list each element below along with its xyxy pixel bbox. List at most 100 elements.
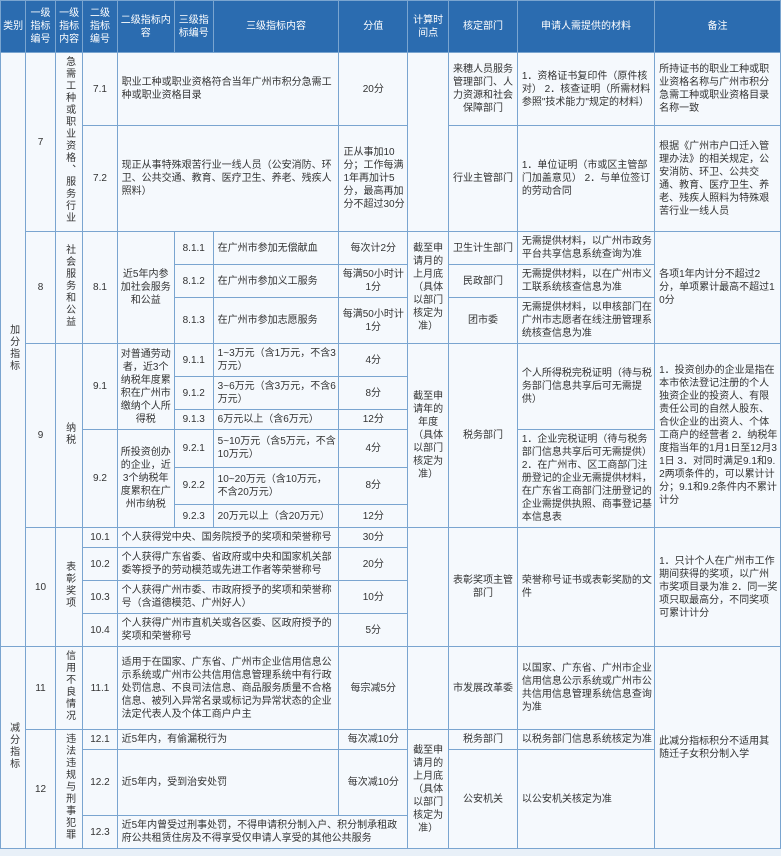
l2n: 10.3: [83, 581, 117, 614]
l1n: 8: [26, 232, 56, 344]
score: 12分: [339, 505, 408, 528]
l3c: 在广州市参加志愿服务: [213, 298, 339, 344]
time-empty: [408, 53, 449, 232]
l3n: 9.1.1: [174, 344, 213, 377]
dept: 行业主管部门: [449, 126, 518, 232]
note: 此减分指标积分不适用其随迁子女积分制入学: [655, 647, 781, 849]
score: 5分: [339, 614, 408, 647]
note: 根据《广州市户口迁入管理办法》的相关规定，公安消防、环卫、公共交通、教育、医疗卫…: [655, 126, 781, 232]
dept: 税务部门: [449, 730, 518, 750]
l2n: 10.2: [83, 548, 117, 581]
note: 各项1年内计分不超过2分，单项累计最高不超过10分: [655, 232, 781, 344]
l3c: 职业工种或职业资格符合当年广州市积分急需工种或职业资格目录: [117, 53, 339, 126]
cat-add: 加分指标: [1, 53, 26, 647]
score: 每次计2分: [339, 232, 408, 265]
note: 所持证书的职业工种或职业资格名称与广州市积分急需工种或职业资格目录名称一致: [655, 53, 781, 126]
score: 每满50小时计1分: [339, 298, 408, 344]
score: 每满50小时计1分: [339, 265, 408, 298]
dept: 民政部门: [449, 265, 518, 298]
l3c: 个人获得广州市委、市政府授予的奖项和荣誉称号（含道德模范、广州好人）: [117, 581, 339, 614]
note: 1．只计个人在广州市工作期间获得的奖项，以广州市奖项目录为准 2．同一奖项只取最…: [655, 528, 781, 647]
l2n: 7.2: [83, 126, 117, 232]
score: 8分: [339, 377, 408, 410]
mat: 无需提供材料，以广州市政务平台共享信息系统查询为准: [517, 232, 654, 265]
l3n: 9.2.1: [174, 430, 213, 468]
score: 10分: [339, 581, 408, 614]
l3c: 近5年内曾受过刑事处罚，不得申请积分制入户、积分制承租政府公共租赁住房及不得享受…: [117, 816, 407, 849]
score: 4分: [339, 344, 408, 377]
mat: 无需提供材料，以申核部门在广州市志愿者在线注册管理系统核查信息为准: [517, 298, 654, 344]
cat-sub: 减分指标: [1, 647, 26, 849]
table-row: 减分指标 11 信用不良情况 11.1 适用于在国家、广东省、广州市企业信用信息…: [1, 647, 781, 730]
time: 截至申请月的上月底（具体以部门核定为准）: [408, 730, 449, 849]
table-row: 10 表彰奖项 10.1 个人获得党中央、国务院授予的奖项和荣誉称号 30分 表…: [1, 528, 781, 548]
l1n: 7: [26, 53, 56, 232]
th-mat: 申请人需提供的材料: [517, 1, 654, 53]
l3n: 8.1.3: [174, 298, 213, 344]
mat: 以公安机关核定为准: [517, 750, 654, 849]
l1c: 社会服务和公益: [55, 232, 82, 344]
dept: 来穗人员服务管理部门、人力资源和社会保障部门: [449, 53, 518, 126]
l1c: 急需工种或职业资格、服务行业: [55, 53, 82, 232]
score: 每次减10分: [339, 750, 408, 816]
th-time: 计算时间点: [408, 1, 449, 53]
score: 正从事加10分；工作每满1年再加计5分，最高再加分不超过30分: [339, 126, 408, 232]
l2n: 12.1: [83, 730, 117, 750]
l2n: 8.1: [83, 232, 117, 344]
header-row: 类别 一级指标编号 一级指标内容 二级指标编号 二级指标内容 三级指标编号 三级…: [1, 1, 781, 53]
dept: 税务部门: [449, 344, 518, 528]
l3c: 适用于在国家、广东省、广州市企业信用信息公示系统或广州市公共信用信息管理系统中有…: [117, 647, 339, 730]
th-l3n: 三级指标编号: [174, 1, 213, 53]
l3c: 在广州市参加无偿献血: [213, 232, 339, 265]
l1n: 10: [26, 528, 56, 647]
l3n: 9.1.2: [174, 377, 213, 410]
l1n: 12: [26, 730, 56, 849]
th-cat: 类别: [1, 1, 26, 53]
l3c: 个人获得广州市直机关或各区委、区政府授予的奖项和荣誉称号: [117, 614, 339, 647]
l2n: 10.4: [83, 614, 117, 647]
l3c: 3~6万元（含3万元，不含6万元）: [213, 377, 339, 410]
l2n: 9.1: [83, 344, 117, 430]
th-score: 分值: [339, 1, 408, 53]
score: 30分: [339, 528, 408, 548]
mat: 个人所得税完税证明（待与税务部门信息共享后可无需提供）: [517, 344, 654, 430]
l2c: 对普通劳动者，近3个纳税年度累积在广州市缴纳个人所得税: [117, 344, 174, 430]
time: 截至申请月的上月底（具体以部门核定为准）: [408, 232, 449, 344]
table-row: 9 纳税 9.1 对普通劳动者，近3个纳税年度累积在广州市缴纳个人所得税 9.1…: [1, 344, 781, 377]
time-empty: [408, 528, 449, 647]
l3c: 近5年内，有偷漏税行为: [117, 730, 339, 750]
mat: 无需提供材料，以在广州市义工联系统核查信息为准: [517, 265, 654, 298]
score: 20分: [339, 53, 408, 126]
l3n: 8.1.1: [174, 232, 213, 265]
l3c: 10~20万元（含10万元，不含20万元）: [213, 467, 339, 505]
mat: 1．企业完税证明（待与税务部门信息共享后可无需提供） 2．在广州市、区工商部门注…: [517, 430, 654, 528]
table-row: 加分指标 7 急需工种或职业资格、服务行业 7.1 职业工种或职业资格符合当年广…: [1, 53, 781, 126]
note: 1．投资创办的企业是指在本市依法登记注册的个人独资企业的投资人、有限责任公司的自…: [655, 344, 781, 528]
l3c: 个人获得党中央、国务院授予的奖项和荣誉称号: [117, 528, 339, 548]
l3c: 现正从事特殊艰苦行业一线人员（公安消防、环卫、公共交通、教育、医疗卫生、养老、残…: [117, 126, 339, 232]
mat: 1．单位证明（市或区主管部门加盖意见） 2．与单位签订的劳动合同: [517, 126, 654, 232]
l1c: 信用不良情况: [55, 647, 82, 730]
table-row: 7.2 现正从事特殊艰苦行业一线人员（公安消防、环卫、公共交通、教育、医疗卫生、…: [1, 126, 781, 232]
scoring-table: 类别 一级指标编号 一级指标内容 二级指标编号 二级指标内容 三级指标编号 三级…: [0, 0, 781, 849]
l3n: 9.1.3: [174, 410, 213, 430]
mat: 荣誉称号证书或表彰奖励的文件: [517, 528, 654, 647]
table-row: 8 社会服务和公益 8.1 近5年内参加社会服务和公益 8.1.1 在广州市参加…: [1, 232, 781, 265]
time-empty: [408, 647, 449, 730]
l3c: 20万元以上（含20万元）: [213, 505, 339, 528]
th-l1c: 一级指标内容: [55, 1, 82, 53]
th-l3c: 三级指标内容: [213, 1, 339, 53]
l3n: 8.1.2: [174, 265, 213, 298]
dept: 表彰奖项主管部门: [449, 528, 518, 647]
l1n: 11: [26, 647, 56, 730]
l3c: 1~3万元（含1万元，不含3万元）: [213, 344, 339, 377]
l2n: 10.1: [83, 528, 117, 548]
l3c: 5~10万元（含5万元，不含10万元）: [213, 430, 339, 468]
l2n: 12.3: [83, 816, 117, 849]
score: 20分: [339, 548, 408, 581]
dept: 市发展改革委: [449, 647, 518, 730]
l1n: 9: [26, 344, 56, 528]
th-dept: 核定部门: [449, 1, 518, 53]
dept: 公安机关: [449, 750, 518, 849]
l1c: 纳税: [55, 344, 82, 528]
